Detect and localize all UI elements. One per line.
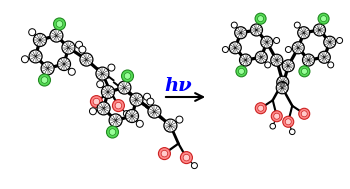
Circle shape — [109, 114, 122, 127]
Circle shape — [231, 22, 237, 28]
Circle shape — [106, 126, 119, 138]
Circle shape — [115, 102, 122, 109]
Circle shape — [271, 111, 282, 122]
Circle shape — [283, 116, 294, 127]
Circle shape — [76, 41, 83, 48]
Circle shape — [277, 76, 289, 88]
Circle shape — [102, 85, 114, 98]
Circle shape — [251, 24, 262, 36]
Circle shape — [255, 13, 266, 24]
Circle shape — [191, 163, 197, 169]
Circle shape — [183, 154, 190, 161]
Circle shape — [314, 24, 326, 36]
Circle shape — [79, 46, 86, 53]
Circle shape — [97, 81, 104, 88]
Circle shape — [90, 108, 97, 115]
Circle shape — [108, 64, 115, 71]
Circle shape — [239, 54, 252, 66]
Circle shape — [324, 36, 336, 48]
Circle shape — [176, 116, 183, 123]
Circle shape — [222, 46, 229, 53]
Circle shape — [29, 50, 42, 63]
Circle shape — [328, 62, 334, 68]
Circle shape — [337, 37, 343, 43]
Circle shape — [126, 109, 139, 122]
Circle shape — [148, 105, 161, 118]
Circle shape — [124, 111, 130, 117]
Circle shape — [96, 67, 109, 80]
Circle shape — [180, 152, 192, 164]
Circle shape — [57, 57, 70, 70]
Circle shape — [318, 13, 329, 24]
Circle shape — [62, 41, 75, 54]
Circle shape — [159, 148, 170, 160]
Circle shape — [235, 27, 247, 39]
Circle shape — [130, 93, 143, 106]
Circle shape — [54, 18, 65, 30]
Circle shape — [121, 70, 133, 82]
Circle shape — [90, 96, 103, 108]
Circle shape — [301, 111, 307, 117]
Circle shape — [50, 29, 63, 42]
Circle shape — [261, 36, 273, 48]
Circle shape — [56, 21, 63, 27]
Circle shape — [258, 105, 264, 111]
Circle shape — [136, 120, 143, 127]
Circle shape — [294, 22, 300, 28]
Circle shape — [38, 74, 50, 86]
Circle shape — [270, 123, 275, 129]
Circle shape — [265, 62, 271, 68]
Circle shape — [285, 119, 291, 125]
Circle shape — [302, 54, 315, 66]
Circle shape — [118, 81, 131, 94]
Circle shape — [298, 27, 310, 39]
Circle shape — [321, 16, 327, 22]
Circle shape — [124, 73, 131, 79]
Circle shape — [285, 46, 292, 53]
Circle shape — [29, 29, 36, 36]
Circle shape — [318, 51, 330, 63]
Text: hν: hν — [164, 77, 192, 95]
Circle shape — [21, 56, 28, 63]
Circle shape — [289, 129, 295, 135]
Circle shape — [276, 82, 288, 94]
Circle shape — [109, 129, 116, 135]
Circle shape — [80, 53, 93, 66]
Circle shape — [164, 119, 177, 132]
Circle shape — [282, 60, 294, 72]
Circle shape — [271, 54, 283, 66]
Circle shape — [274, 113, 280, 119]
Circle shape — [161, 150, 168, 157]
Circle shape — [97, 102, 110, 115]
Circle shape — [292, 42, 304, 54]
Circle shape — [229, 42, 241, 54]
Circle shape — [93, 98, 100, 105]
Circle shape — [41, 77, 48, 83]
Circle shape — [301, 68, 307, 74]
Circle shape — [147, 98, 154, 105]
Circle shape — [299, 108, 310, 119]
Circle shape — [41, 62, 54, 75]
Circle shape — [238, 68, 244, 74]
Circle shape — [112, 100, 124, 112]
Circle shape — [34, 33, 47, 46]
Circle shape — [255, 51, 267, 63]
Circle shape — [258, 16, 264, 22]
Circle shape — [68, 68, 75, 75]
Circle shape — [144, 93, 150, 100]
Circle shape — [255, 103, 266, 114]
Circle shape — [274, 37, 280, 43]
Circle shape — [299, 66, 310, 77]
Circle shape — [236, 66, 247, 77]
